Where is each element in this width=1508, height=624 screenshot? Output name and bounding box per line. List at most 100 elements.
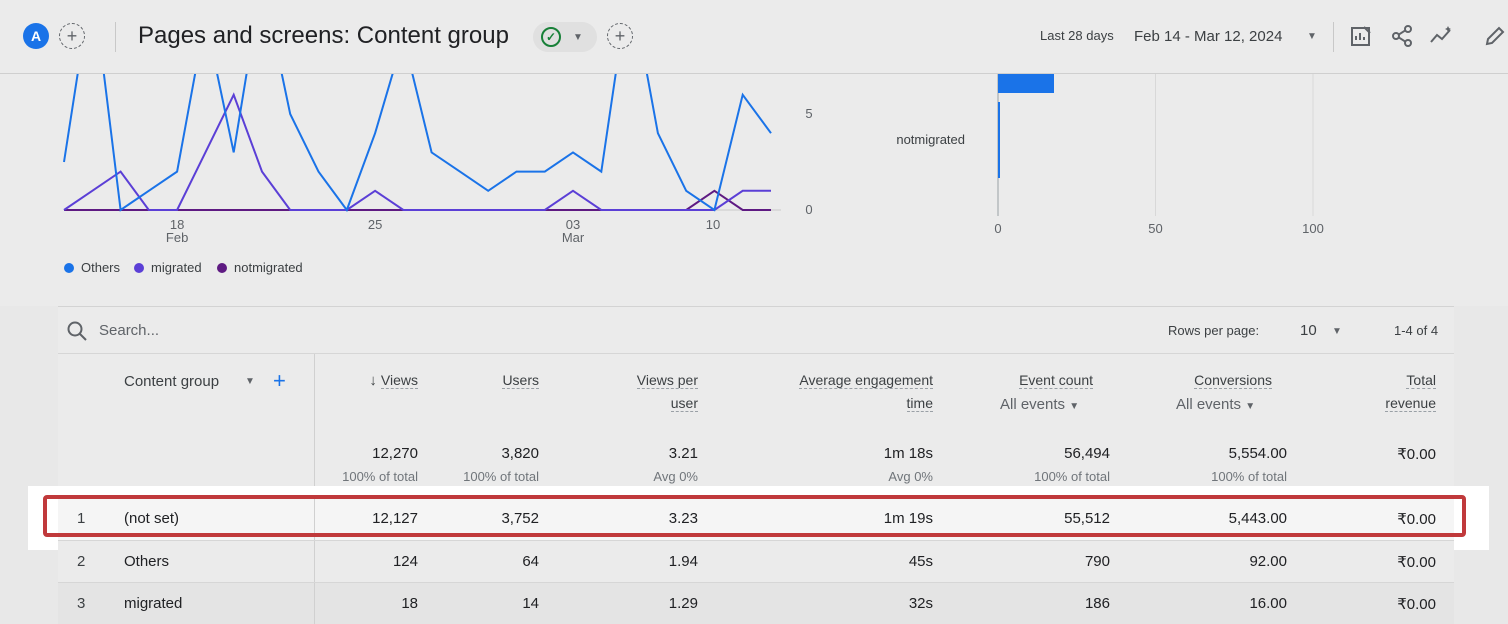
bar-category-label: notmigrated xyxy=(896,132,965,147)
cell-users: 64 xyxy=(522,553,539,570)
series-line-migrated xyxy=(63,92,771,211)
total-conversions-sub: 100% of total xyxy=(1211,469,1287,484)
cell-views: 12,127 xyxy=(372,510,418,527)
cell-conversions: 16.00 xyxy=(1249,595,1287,612)
total-event-count-sub: 100% of total xyxy=(1034,469,1110,484)
total-users: 3,820 xyxy=(501,445,539,462)
col-header-views[interactable]: ↓ Views xyxy=(369,372,418,389)
y-tick-label: 0 xyxy=(805,202,812,217)
col-header-users[interactable]: Users xyxy=(502,372,539,389)
x-tick-label: 25 xyxy=(368,217,382,232)
total-revenue: ₹0.00 xyxy=(1397,446,1436,463)
table-row[interactable]: 2 Others 124 64 1.94 45s 790 92.00 ₹0.00 xyxy=(58,540,1454,583)
customize-report-icon[interactable] xyxy=(1348,23,1374,49)
add-dimension-icon[interactable]: + xyxy=(273,368,286,393)
legend-dot-migrated xyxy=(134,263,144,273)
row-dimension-value[interactable]: Others xyxy=(124,553,170,570)
cell-avg-engagement: 32s xyxy=(908,595,933,612)
x-tick-label: 10 xyxy=(706,217,720,232)
header-divider-right xyxy=(1333,22,1334,52)
col-header-views-per-user[interactable]: Views per user xyxy=(636,372,698,412)
x-tick-sublabel: Mar xyxy=(562,230,585,245)
row-divider xyxy=(314,583,315,624)
x-tick-label: 18 xyxy=(170,217,184,232)
table-row[interactable]: 3 migrated 18 14 1.29 32s 186 16.00 ₹0.00 xyxy=(58,582,1454,624)
check-circle-icon: ✓ xyxy=(541,27,561,47)
search-input[interactable]: Search... xyxy=(99,322,160,339)
pagination-range: 1-4 of 4 xyxy=(1394,323,1439,338)
cell-total-revenue: ₹0.00 xyxy=(1397,596,1436,613)
col-header-conversions[interactable]: Conversions xyxy=(1194,372,1272,389)
chart-area: 5 0 18 Feb 25 03 Mar 10 Others migrated notmigrate… xyxy=(0,74,1508,306)
legend-dot-notmigrated xyxy=(217,263,227,273)
event-count-filter[interactable]: All events ▼ xyxy=(1000,396,1080,413)
total-views-per-user: 3.21 xyxy=(668,445,698,462)
total-conversions: 5,554.00 xyxy=(1228,445,1287,462)
add-filter-icon[interactable]: + xyxy=(607,23,633,49)
rows-per-page-select[interactable]: 10 xyxy=(1300,322,1317,339)
col-header-avg-engagement-time[interactable]: Average engagement time xyxy=(799,372,933,412)
rows-chevron-down-icon[interactable]: ▼ xyxy=(1332,326,1342,337)
legend-label: migrated xyxy=(151,260,202,275)
share-icon[interactable] xyxy=(1389,23,1415,49)
col-header-event-count[interactable]: Event count xyxy=(1019,372,1093,389)
total-views-sub: 100% of total xyxy=(342,469,418,484)
bar-x-tick-label: 100 xyxy=(1302,221,1324,236)
rows-per-page-label: Rows per page: xyxy=(1168,323,1260,338)
page-title: Pages and screens: Content group xyxy=(138,22,509,49)
legend-label: notmigrated xyxy=(234,260,303,275)
x-tick-label: 03 xyxy=(566,217,580,232)
total-views: 12,270 xyxy=(372,445,418,462)
cell-users: 3,752 xyxy=(501,510,539,527)
dimension-header[interactable]: Content group xyxy=(124,373,220,390)
series-line-notmigrated xyxy=(64,189,771,211)
row-dimension-value[interactable]: migrated xyxy=(124,595,183,612)
date-range-label: Last 28 days xyxy=(1040,28,1114,43)
bar-notmigrated xyxy=(998,102,1000,178)
cell-views-per-user: 1.94 xyxy=(668,553,698,570)
col-header-total-revenue[interactable]: Total revenue xyxy=(1385,372,1436,412)
total-avg-engagement-sub: Avg 0% xyxy=(888,469,933,484)
add-comparison-icon[interactable]: + xyxy=(59,23,85,49)
row-index: 2 xyxy=(77,553,86,570)
chevron-down-icon: ▼ xyxy=(573,31,583,43)
report-header: A + Pages and screens: Content group ✓ ▼… xyxy=(0,0,1508,74)
highlight-outline xyxy=(43,495,1466,537)
row-divider xyxy=(314,541,315,583)
cell-views-per-user: 1.29 xyxy=(668,595,698,612)
x-tick-sublabel: Feb xyxy=(166,230,188,245)
cell-users: 14 xyxy=(522,595,539,612)
cell-event-count: 55,512 xyxy=(1064,510,1110,527)
cell-total-revenue: ₹0.00 xyxy=(1397,511,1436,528)
bar-top-category xyxy=(998,74,1054,93)
cell-avg-engagement: 1m 19s xyxy=(883,510,933,527)
y-tick-label: 5 xyxy=(805,106,812,121)
cell-conversions: 92.00 xyxy=(1249,553,1287,570)
cell-views-per-user: 3.23 xyxy=(668,510,698,527)
account-avatar[interactable]: A xyxy=(23,23,49,49)
search-icon xyxy=(66,320,88,347)
status-dropdown[interactable]: ✓ ▼ xyxy=(533,22,597,52)
legend-label: Others xyxy=(81,260,121,275)
cell-conversions: 5,443.00 xyxy=(1228,510,1287,527)
insights-icon[interactable] xyxy=(1429,23,1455,49)
cell-views: 124 xyxy=(392,553,418,570)
edit-pencil-icon[interactable] xyxy=(1482,23,1508,49)
sort-arrow-down-icon: ↓ xyxy=(369,372,377,389)
cell-event-count: 790 xyxy=(1084,553,1110,570)
cell-event-count: 186 xyxy=(1084,595,1110,612)
row-dimension-value[interactable]: (not set) xyxy=(124,510,180,527)
row-index: 3 xyxy=(77,595,86,612)
date-chevron-down-icon[interactable]: ▼ xyxy=(1307,31,1317,42)
conversions-filter[interactable]: All events ▼ xyxy=(1176,396,1256,413)
cell-total-revenue: ₹0.00 xyxy=(1397,554,1436,571)
dimension-chevron-down-icon[interactable]: ▼ xyxy=(245,376,255,387)
row-divider xyxy=(314,498,315,540)
header-divider xyxy=(115,22,116,52)
row-index: 1 xyxy=(77,510,86,527)
cell-avg-engagement: 45s xyxy=(908,553,933,570)
date-range-picker[interactable]: Feb 14 - Mar 12, 2024 xyxy=(1134,28,1283,45)
total-views-per-user-sub: Avg 0% xyxy=(653,469,698,484)
bar-x-tick-label: 50 xyxy=(1148,221,1162,236)
